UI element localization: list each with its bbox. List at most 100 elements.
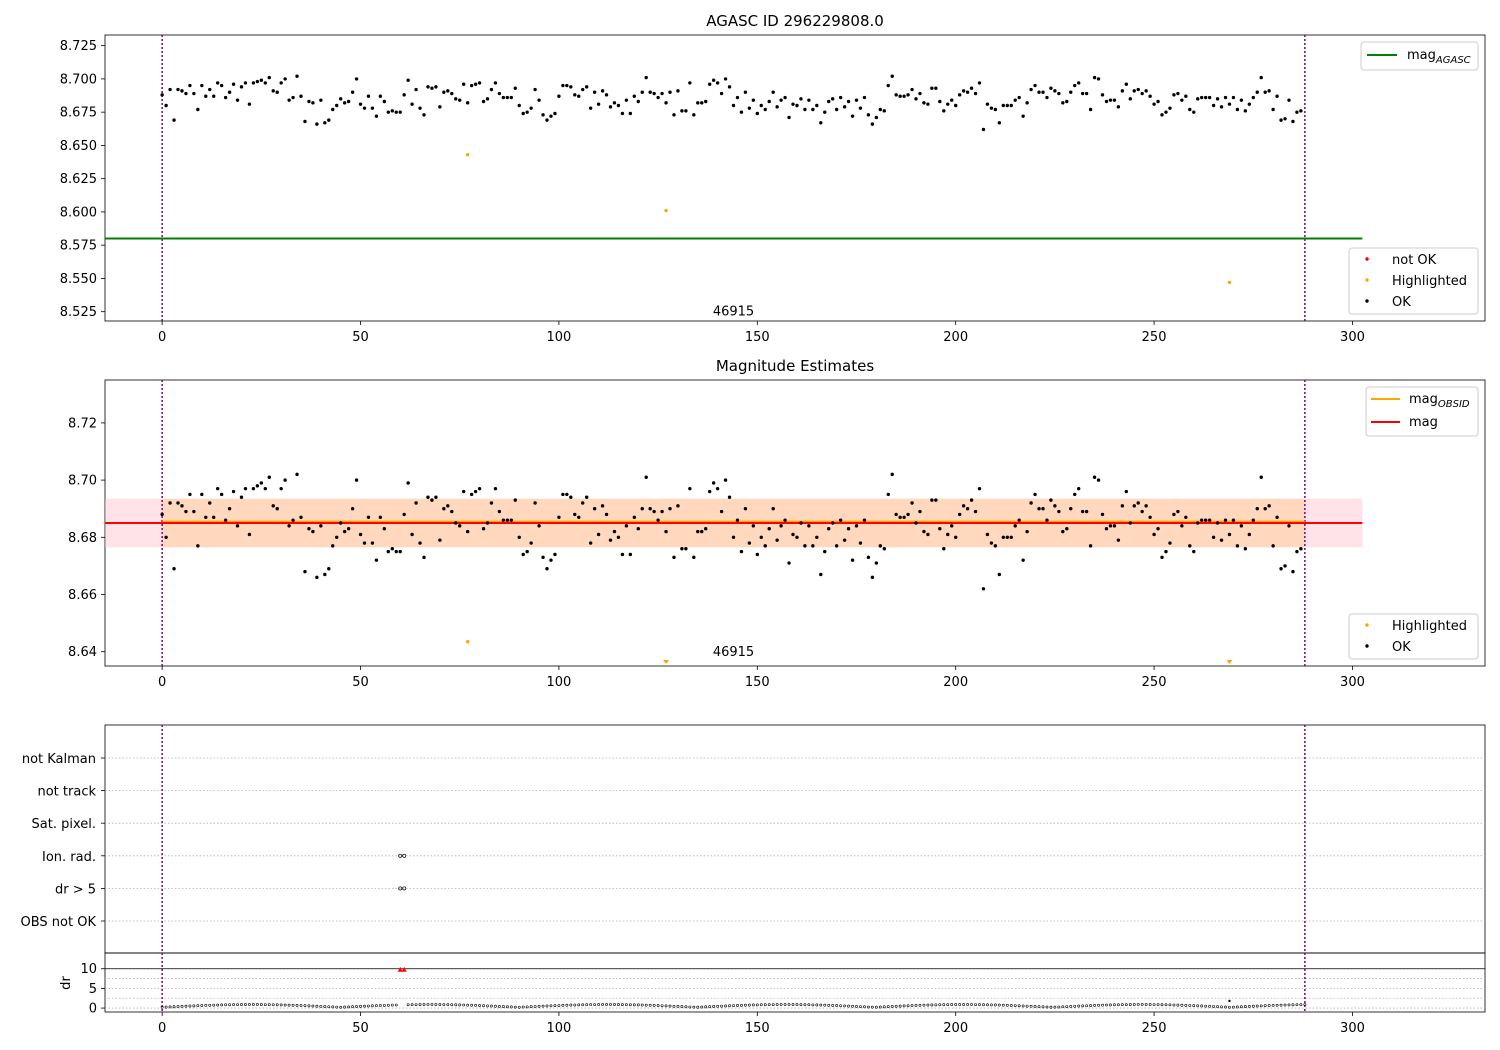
ok-point (1291, 119, 1295, 124)
ok-point (545, 118, 549, 122)
dr-point (1251, 1004, 1255, 1008)
dr-point (942, 1003, 946, 1007)
dr-point (1025, 1004, 1029, 1008)
ok-point (1275, 94, 1279, 98)
dr-point (882, 1005, 886, 1009)
ok-point (791, 102, 795, 106)
dr-point (803, 1003, 807, 1007)
ok-point (414, 87, 418, 92)
ok-point (894, 93, 898, 97)
ok-point (279, 81, 283, 85)
ok-point (596, 102, 601, 106)
ok-point (862, 518, 867, 522)
ok-point (791, 532, 795, 537)
dr-point (1247, 1004, 1251, 1008)
ok-point (180, 89, 184, 93)
ok-point (299, 94, 303, 98)
flag-label: Sat. pixel. (32, 817, 96, 832)
ok-point (346, 99, 351, 104)
dr-point (553, 1004, 557, 1008)
ok-point (819, 121, 823, 125)
ok-point (243, 486, 248, 491)
ok-point (410, 532, 414, 537)
dr-point (1220, 1005, 1223, 1009)
ok-point (275, 90, 279, 94)
ok-point (1255, 90, 1259, 94)
ok-point (1279, 118, 1283, 122)
y-tick-label: 8.550 (60, 272, 97, 287)
legend-label: Highlighted (1392, 274, 1467, 289)
dr-point (624, 1003, 628, 1007)
dr-point (367, 1004, 370, 1008)
flag-marker (398, 853, 403, 858)
ok-point (973, 91, 978, 96)
ok-point (410, 102, 414, 106)
ok-point (823, 549, 827, 554)
dr-point (632, 1003, 636, 1007)
dr-point (617, 1003, 620, 1006)
dr-point (672, 1004, 676, 1008)
dr-point (712, 1005, 716, 1008)
ok-point (382, 99, 387, 104)
ok-point (727, 495, 732, 499)
highlighted-point (465, 153, 470, 157)
ok-point (1168, 106, 1172, 110)
dr-point (275, 1003, 279, 1007)
ok-point (505, 518, 510, 522)
dr-point (1005, 1003, 1009, 1007)
dr-point (779, 1003, 783, 1006)
ok-point (862, 95, 867, 100)
y-tick-label: 5 (89, 982, 97, 997)
dr-point (815, 1003, 819, 1007)
dr-point (1228, 1005, 1231, 1009)
ok-point (477, 81, 482, 85)
ok-point (973, 509, 978, 514)
ok-point (696, 529, 700, 534)
ok-point (692, 555, 696, 560)
dr-point (751, 1003, 755, 1007)
ok-point (1211, 103, 1216, 108)
ok-point (477, 486, 482, 491)
legend-dot-swatch (1365, 623, 1369, 627)
dr-point (1089, 1004, 1093, 1007)
dr-point (807, 1003, 811, 1007)
dr-point (236, 1003, 239, 1007)
ok-point (386, 549, 391, 554)
clipped-marker (1226, 660, 1233, 664)
ok-point (838, 95, 843, 100)
x-tick-label: 300 (1340, 330, 1365, 345)
dr-point (1255, 1004, 1259, 1008)
ok-point (172, 567, 176, 571)
ok-point (267, 75, 271, 80)
ok-point (636, 99, 640, 104)
ok-point (573, 93, 577, 97)
ok-point (231, 489, 236, 494)
ok-point (164, 535, 168, 539)
ok-point (299, 515, 303, 519)
ok-point (1267, 89, 1271, 93)
ok-point (549, 558, 553, 562)
y-tick-label: 8.70 (68, 474, 97, 489)
ok-point (259, 481, 264, 485)
ok-point (723, 478, 728, 482)
ok-point (620, 552, 625, 557)
ok-point (1037, 507, 1041, 511)
ok-point (854, 524, 859, 528)
dr-point (1085, 1004, 1089, 1008)
dr-clipped-marker (397, 966, 403, 972)
dr-point (867, 1005, 870, 1009)
dr-point (755, 1003, 759, 1007)
dr-point (827, 1003, 831, 1007)
y-tick-label: 8.700 (60, 72, 97, 87)
dr-point (747, 1003, 751, 1007)
x-tick-label: 0 (158, 675, 166, 690)
ok-point (660, 91, 664, 96)
ok-point (315, 122, 319, 126)
ok-point (458, 524, 462, 528)
ok-point (771, 507, 775, 511)
ok-point (1287, 98, 1291, 102)
ok-point (1025, 101, 1029, 105)
dr-point (759, 1003, 763, 1007)
y-tick-label: 8.650 (60, 139, 97, 154)
dr-point (220, 1003, 224, 1007)
